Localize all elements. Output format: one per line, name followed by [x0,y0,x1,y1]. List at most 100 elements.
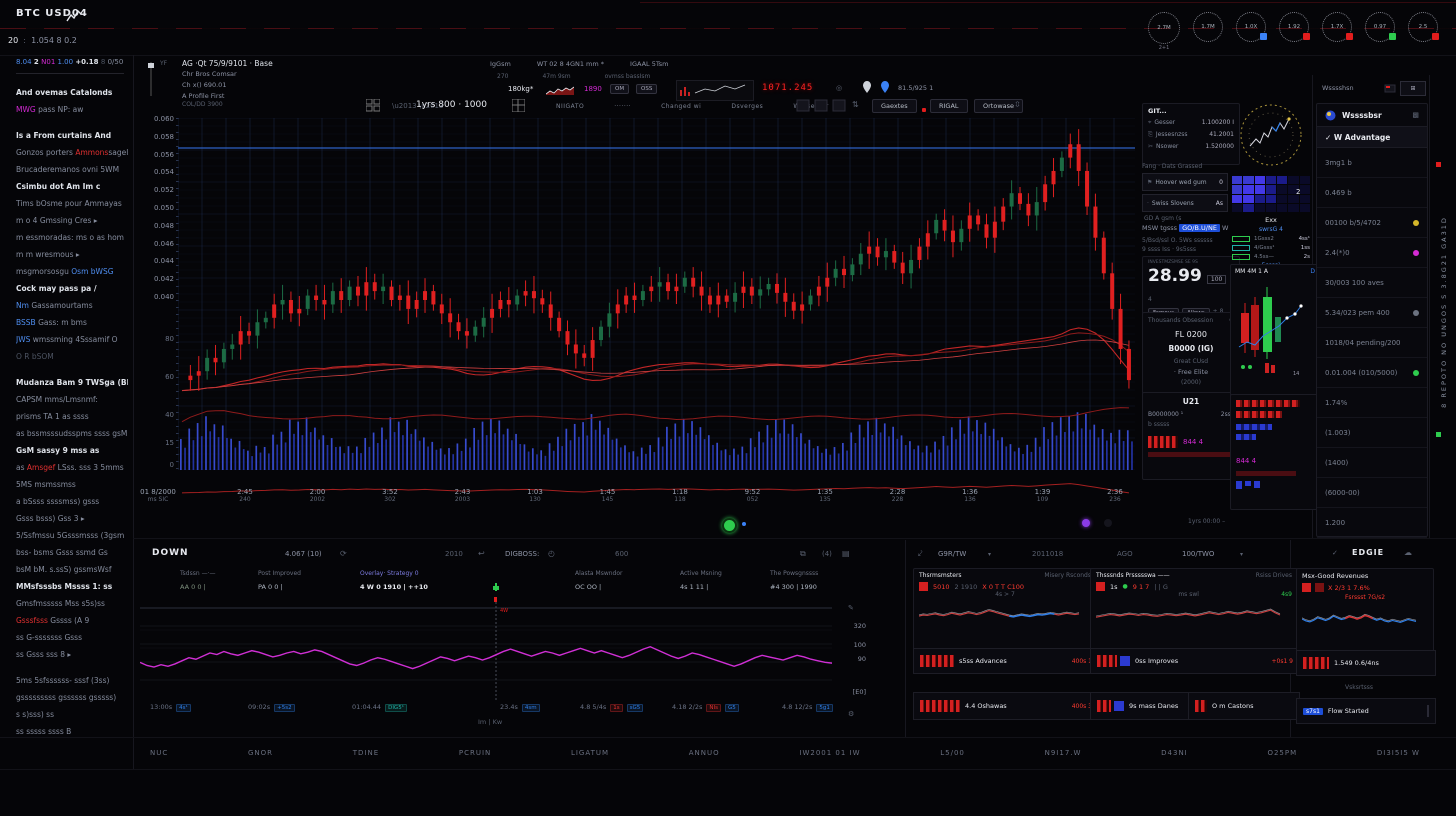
fang-row[interactable]: Fang · Dats Grassed [1142,163,1203,170]
chart-legend: AG ·Qt 75/9/9101 · Base Chr Bros Comsar Ch… [182,58,273,102]
bl-window-icon[interactable]: ⧉ [800,549,806,558]
icon-row[interactable]: GD A gsm (s [1144,215,1182,222]
watchlist-filter[interactable]: ✓ W Advantage [1317,126,1427,148]
nav-item-9[interactable]: D43NI [1161,749,1188,757]
sidebar-line-11: Cock may pass pa / [16,284,97,293]
price-label-0: 0.060 [153,115,174,123]
sidebar-line-14[interactable]: JWS wmssming 4Sssamif O [16,335,118,344]
candlestick-chart[interactable] [178,118,1135,470]
layout-icon[interactable] [512,99,525,112]
timeframe-range[interactable]: 1yrs 800 · 1000 [416,100,487,110]
expand-icon[interactable]: ⇳ [1014,100,1021,109]
br-check-icon[interactable]: ✓ [1332,549,1338,557]
watchlist-mode-button[interactable]: ⊞ [1400,81,1426,96]
nav-item-0[interactable]: NUC [150,749,169,757]
tool-row-0[interactable]: ⌖ Gesser 1.100200 I [1148,119,1234,126]
watchlist-row-1[interactable]: 0.469 b [1317,178,1427,208]
gauge-badge [1432,33,1439,40]
bm-h3-caret[interactable]: ▾ [1240,551,1244,558]
edit-icon[interactable]: ✎ [848,604,854,612]
vertical-slider[interactable] [146,60,156,98]
tool-row-2[interactable]: ✂ Nsower 1.520000 [1148,143,1234,150]
blue-box [1114,701,1124,711]
gaextes-button[interactable]: Gaextes [872,99,917,113]
link-row[interactable]: MSW tgsss GO/B.U/NE W [1142,224,1228,232]
watchlist-row-10[interactable]: (1400) [1317,448,1427,478]
watchlist-row-5[interactable]: 5.34/023 pem 400 [1317,298,1427,328]
watchlist-row-6[interactable]: 1018/04 pending/200 [1317,328,1427,358]
nav-item-2[interactable]: TDINE [352,749,380,757]
ortowase-button[interactable]: Ortowase [974,99,1023,113]
watchlist-row-12[interactable]: 1.200 [1317,508,1427,538]
price-label-5: 0.050 [153,204,174,212]
map-pin-icon-2[interactable] [880,80,890,94]
pill-om[interactable]: OM [610,84,630,94]
bl-save-icon[interactable]: ▤ [842,549,850,558]
yf-icon[interactable]: YF [160,60,168,67]
nav-item-4[interactable]: LIGATUM [570,749,610,757]
hoover-row-0[interactable]: ⚑ Hoover wed gum 0 [1142,173,1228,191]
sort-icon[interactable]: ⇅ [852,100,859,109]
nav-item-5[interactable]: ANNUO [688,749,720,757]
nav-item-1[interactable]: GNOR [247,749,274,757]
oscillator-chart[interactable]: 4W [140,600,832,704]
br-panel: Msx-Good Revenues X 2/3 1 7.6% Fsrssst 7… [1296,568,1434,652]
bl-gear-icon[interactable]: ⚙ [848,710,855,718]
bm-h0[interactable]: G9R/TW [938,550,967,558]
osc-xlabel-3: 23.4s 4sm [500,703,540,712]
watchlist-alert-icon[interactable] [1384,82,1396,94]
bm-cycle-icon[interactable]: ⤦ [918,549,923,558]
gauge-widget-4[interactable]: 1.7X [1322,12,1353,42]
heat-cell-27 [1299,203,1310,212]
event-marker-purple[interactable] [1082,519,1090,527]
bl-undo-icon[interactable]: ↩ [478,549,485,558]
watchlist-row-7[interactable]: 0.01.004 (010/5000) [1317,358,1427,388]
nav-item-8[interactable]: N9I17.W [1044,749,1082,757]
window-buttons[interactable] [796,99,846,112]
tool-row-1[interactable]: ⎘ Jessesnzss 41.2001 [1148,131,1234,138]
nav-item-6[interactable]: IW2001 01 IW [799,749,861,757]
map-pin-icon-1[interactable] [862,80,872,94]
nav-item-7[interactable]: L5/00 [940,749,965,757]
watchlist-row-3[interactable]: 2.4(*)0 [1317,238,1427,268]
gauge-widget-3[interactable]: 1.92 [1279,12,1310,42]
gauge-widget-6[interactable]: 2.5 [1408,12,1439,42]
event-marker-blue[interactable] [742,522,746,526]
sidebar-line-10[interactable]: msgmorsosgu Osm bWSG [16,267,114,276]
exx-row-1[interactable]: 4/Gsss¹ 1ss [1232,245,1310,251]
gauge-widget-5[interactable]: 0.97 [1365,12,1396,42]
watchlist-row-11[interactable]: (6000-00) [1317,478,1427,508]
nav-item-10[interactable]: O25PM [1267,749,1298,757]
sidebar-line-13[interactable]: BSSB Gass: m bms [16,318,87,327]
watchlist-row-9[interactable]: (1.003) [1317,418,1427,448]
watchlist-chart-icon[interactable]: ▩ [1412,111,1419,119]
bl-clock-icon[interactable]: ◴ [548,549,555,558]
watchlist-row-0[interactable]: 3mg1 b [1317,148,1427,178]
rigal-button[interactable]: RIGAL [930,99,968,113]
watchlist-row-2[interactable]: 00100 b/5/4702 [1317,208,1427,238]
nav-item-3[interactable]: PCRUIN [458,749,492,757]
grid-view-icon[interactable] [366,99,380,112]
gd-toggle-icon[interactable]: ◎ [836,84,843,92]
exx-row-2[interactable]: 4.5ss— 2s [1232,254,1310,260]
bl-refresh-icon[interactable]: ⟳ [340,549,347,558]
bm-h3[interactable]: 100/TWO [1182,550,1215,558]
watchlist-row-label: 0.469 b [1325,188,1352,197]
hoover-row-1[interactable]: · Swiss Slovens As [1142,194,1228,212]
bm-h0-caret[interactable]: ▾ [988,551,992,558]
nav-item-11[interactable]: DI3I5I5 W [1376,749,1420,757]
watchlist-row-8[interactable]: 1.74% [1317,388,1427,418]
watchlist-row-4[interactable]: 30/003 100 aves [1317,268,1427,298]
sidebar-line-12[interactable]: Nm Gassamourtams [16,301,93,310]
exx-row-0[interactable]: 1Gsss2 4ss¹ [1232,236,1310,242]
pill-oss[interactable]: OSS [636,84,658,94]
gauge-widget-2[interactable]: 1.0X [1236,12,1267,42]
event-marker-green[interactable] [722,518,737,533]
exx-link[interactable]: swrsG 4 [1259,226,1283,233]
gauge-widget-1[interactable]: 1.7M [1193,12,1223,42]
br-cloud-icon[interactable]: ☁ [1404,548,1412,557]
blue-link[interactable]: GO/B.U/NE [1179,224,1220,232]
gauge-widget-0[interactable]: 2.7M 2+1 [1148,12,1180,51]
vol-label-2: 40 [165,411,174,419]
plus-button[interactable]: + 8 [1213,308,1224,318]
